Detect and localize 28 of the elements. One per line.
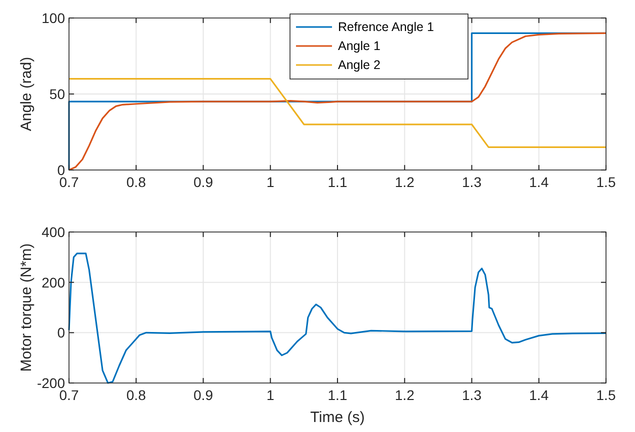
x-tick-label: 1.5 <box>596 387 616 403</box>
x-tick-label: 0.9 <box>194 174 214 190</box>
y-axis-title: Motor torque (N*m) <box>18 243 35 372</box>
x-tick-label: 1 <box>266 174 274 190</box>
x-tick-label: 0.8 <box>126 387 146 403</box>
legend-label: Angle 1 <box>338 39 380 53</box>
x-tick-label: 1.3 <box>462 174 482 190</box>
y-tick-label: 0 <box>57 324 66 341</box>
y-tick-label: 50 <box>49 86 66 102</box>
x-tick-label: 1.5 <box>596 174 616 190</box>
x-tick-label: 1.1 <box>328 387 348 403</box>
y-axis-title: Angle (rad) <box>18 56 35 132</box>
y-tick-label: 200 <box>42 274 66 290</box>
x-tick-label: 1.4 <box>529 387 549 403</box>
legend-label: Refrence Angle 1 <box>338 20 434 34</box>
x-tick-label: 0.8 <box>126 174 146 190</box>
x-tick-label: 1.3 <box>462 387 482 403</box>
x-tick-label: 1.2 <box>394 387 415 403</box>
line-series <box>68 252 607 384</box>
x-tick-label: 1.1 <box>328 174 348 190</box>
x-tick-label: 0.9 <box>194 387 214 403</box>
y-tick-label: 100 <box>42 10 66 26</box>
x-tick-label: 1.2 <box>394 174 415 190</box>
x-axis-title: Time (s) <box>310 409 365 426</box>
x-tick-label: 1 <box>266 387 274 403</box>
x-tick-label: 1.4 <box>529 174 549 190</box>
legend-label: Angle 2 <box>338 58 380 72</box>
y-tick-label: 400 <box>42 224 66 240</box>
